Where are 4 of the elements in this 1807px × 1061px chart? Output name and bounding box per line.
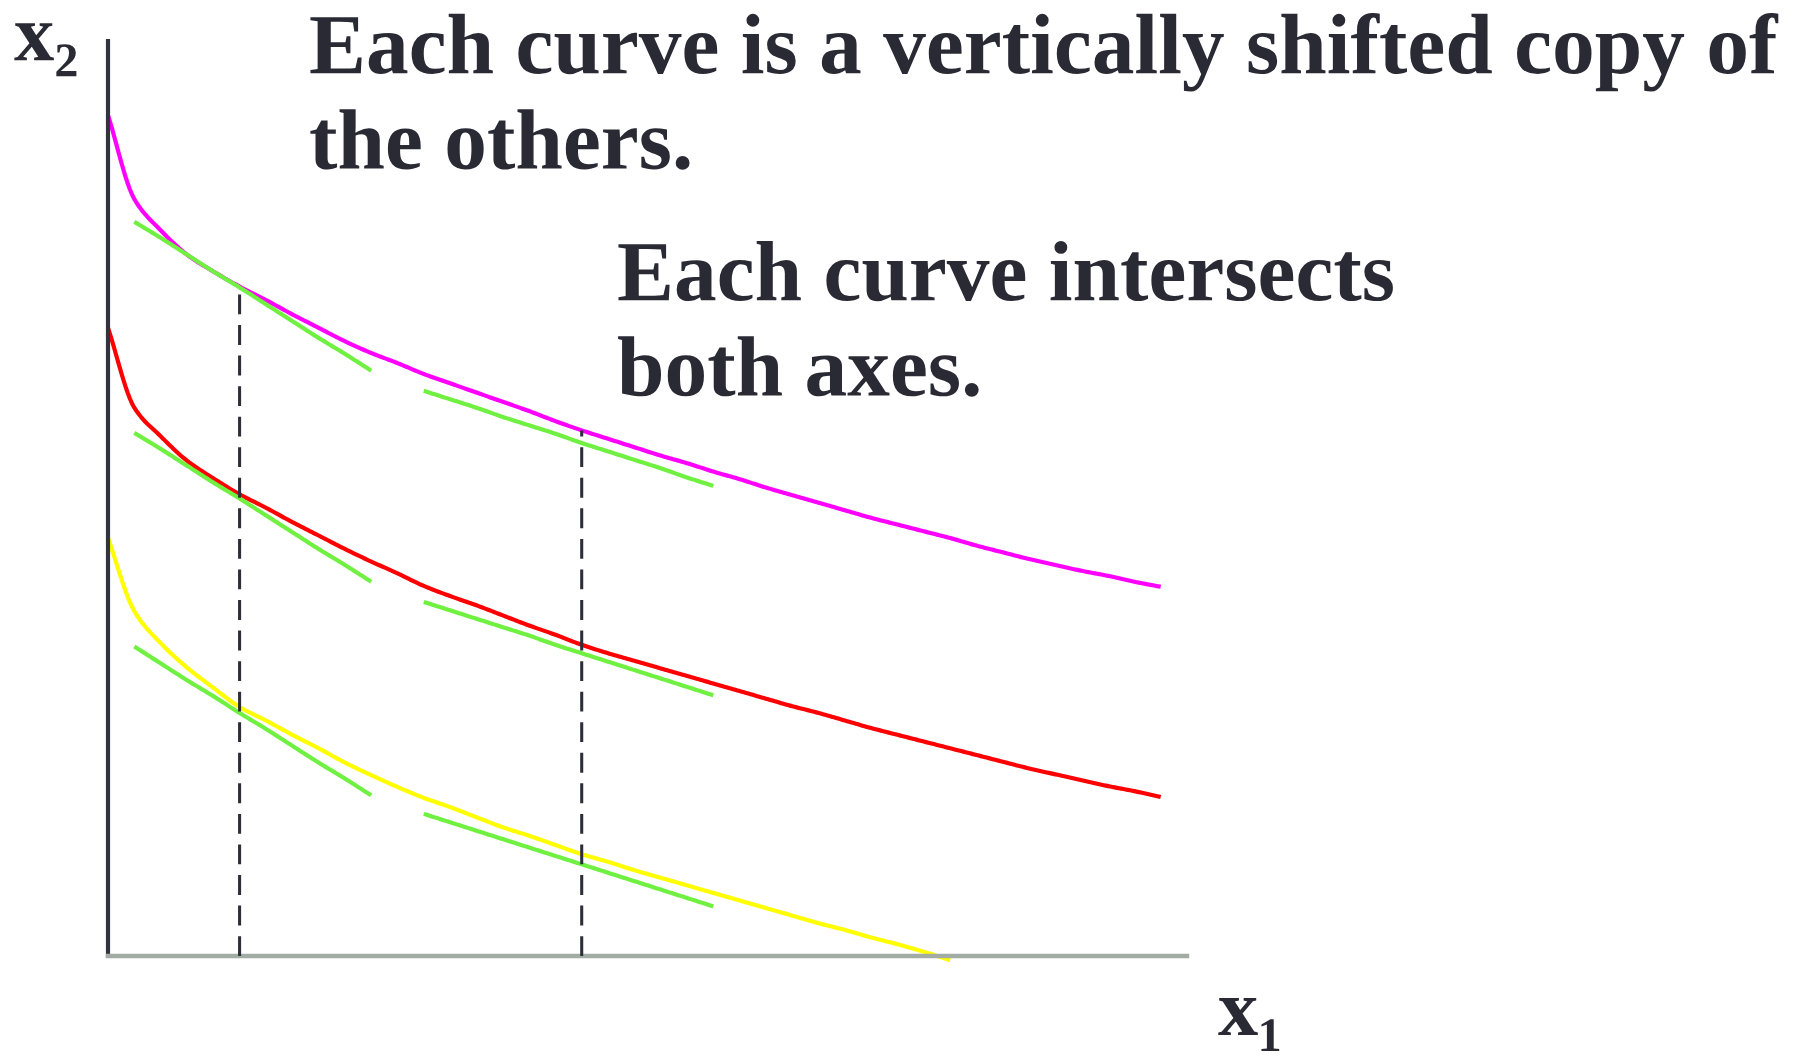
annotation: Each curve is a vertically shifted copy of the others.: [310, 13, 1779, 170]
y-axis-title: x₂: [14, 23, 77, 77]
annotation: Each curve intersects both axes.: [618, 241, 1393, 397]
x-axis-title: x₁: [1218, 997, 1280, 1052]
